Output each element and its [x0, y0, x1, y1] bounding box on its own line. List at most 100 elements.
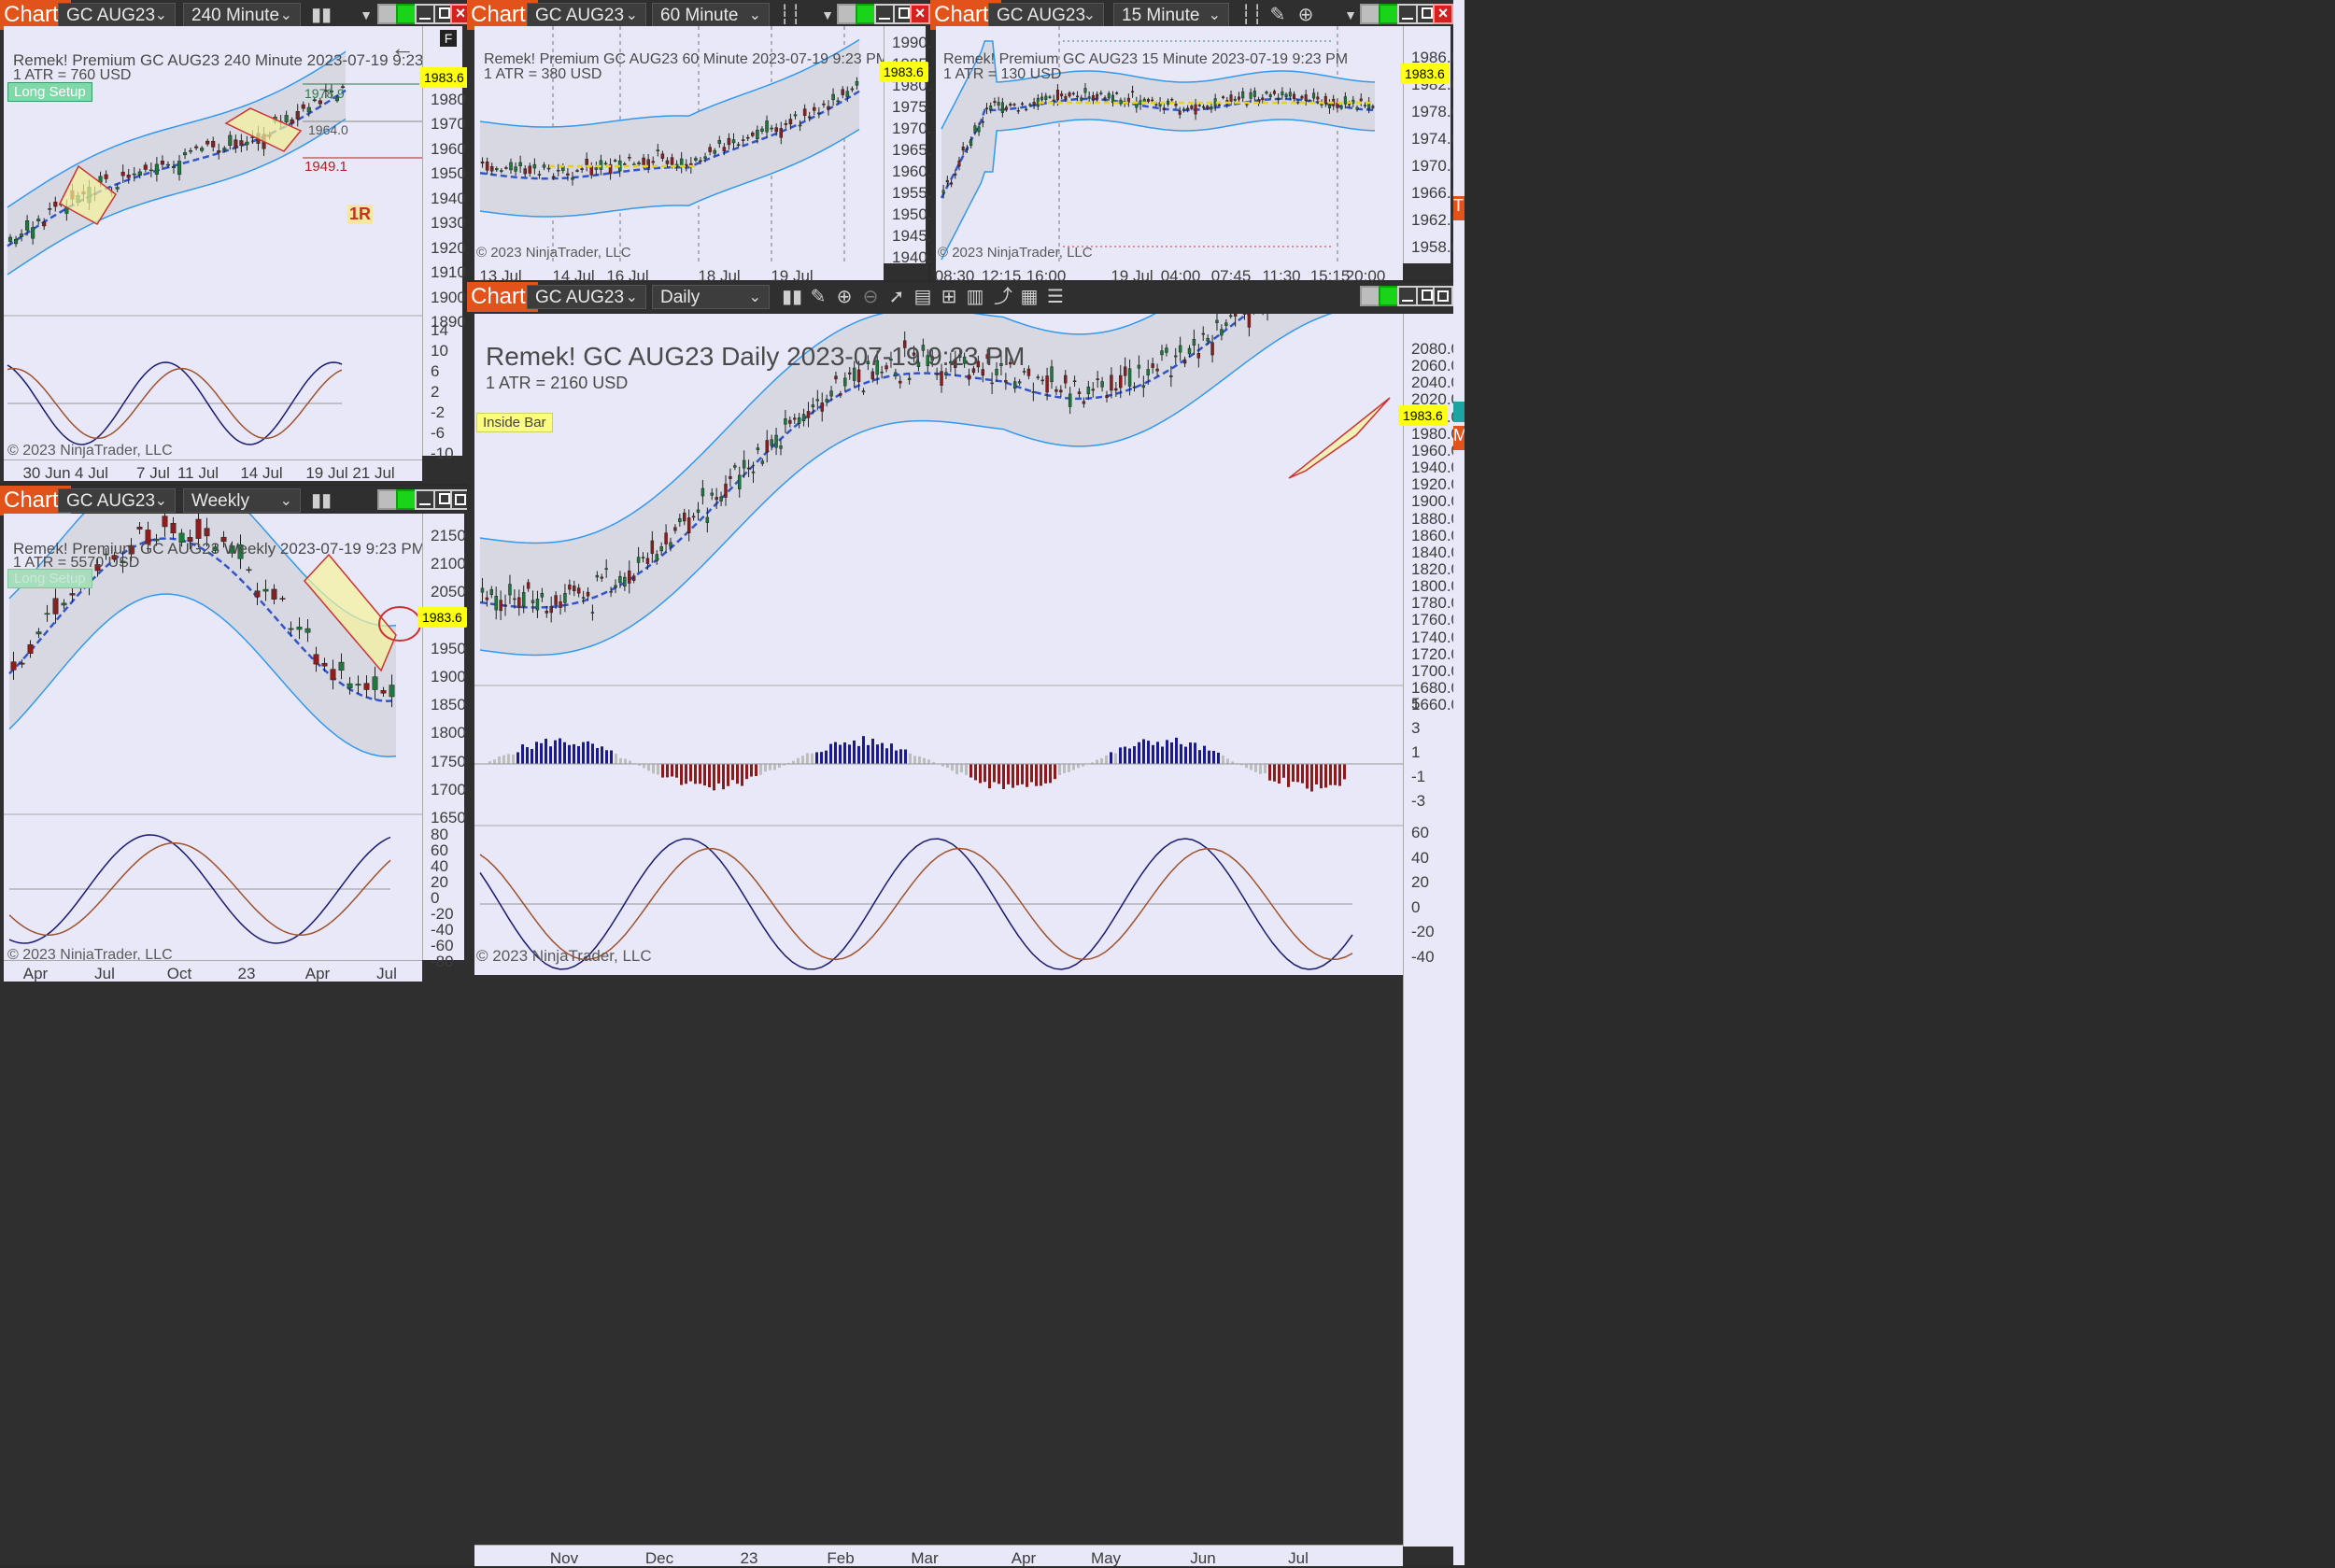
- partial-tab-t[interactable]: T: [1453, 196, 1465, 220]
- candle: [742, 140, 744, 141]
- maximize-button[interactable]: [1433, 286, 1453, 306]
- candle: [1216, 320, 1219, 323]
- minimize-button[interactable]: [415, 4, 435, 24]
- price-axis[interactable]: 2150.02100.02050.02000.01950.01900.01850…: [422, 514, 464, 960]
- minimize-button[interactable]: [1397, 4, 1418, 24]
- candle: [718, 140, 721, 143]
- bar-style-icon[interactable]: ▮▮: [781, 286, 803, 308]
- instrument-selector[interactable]: GC AUG23⌄: [527, 3, 646, 27]
- partial-tab-m[interactable]: M: [1453, 426, 1465, 450]
- osc-tick-label: 10: [431, 342, 448, 360]
- interval-selector[interactable]: 240 Minute⌄: [183, 3, 301, 27]
- zoom-out-icon[interactable]: ⊖: [859, 286, 882, 308]
- bar-style-icon[interactable]: ▮▮: [310, 489, 333, 512]
- candle: [1068, 92, 1071, 95]
- interval-selector[interactable]: 60 Minute⌄: [652, 3, 770, 27]
- candle: [1266, 92, 1268, 93]
- link-grey-button[interactable]: [377, 4, 398, 24]
- back-arrow-icon[interactable]: ←: [390, 34, 415, 63]
- instrument-selector[interactable]: GC AUG23⌄: [527, 285, 646, 309]
- bar-style-icon[interactable]: ┆┆: [1240, 4, 1263, 26]
- link-grey-button[interactable]: [1360, 4, 1380, 24]
- candle: [70, 593, 75, 595]
- calculator-icon[interactable]: ▦: [1018, 286, 1040, 308]
- candle: [994, 101, 997, 103]
- candle: [571, 177, 573, 179]
- trend-icon[interactable]: ⤴: [992, 286, 1014, 308]
- price-axis[interactable]: 1990.01985.01980.01975.01970.01965.01960…: [884, 26, 926, 263]
- histogram-bar: [1156, 742, 1159, 764]
- link-green-button[interactable]: [396, 489, 417, 510]
- link-green-button[interactable]: [396, 4, 417, 24]
- histogram-bar: [708, 764, 711, 787]
- minimize-button[interactable]: [1397, 286, 1418, 306]
- close-button[interactable]: ×: [910, 4, 930, 24]
- minimize-button[interactable]: [415, 489, 435, 510]
- histogram-bar: [1161, 747, 1164, 764]
- x-tick-label: 30 Jun: [22, 464, 70, 483]
- osc-tick-label: -6: [431, 424, 445, 443]
- pencil-icon[interactable]: ✎: [807, 286, 829, 308]
- candle: [285, 115, 289, 121]
- indicator-icon[interactable]: ▥: [964, 286, 986, 308]
- chevron-down-icon[interactable]: ▼: [355, 4, 377, 26]
- instrument-selector[interactable]: GC AUG23⌄: [58, 3, 176, 27]
- histogram-bar: [1072, 764, 1075, 770]
- pointer-icon[interactable]: ➚: [885, 286, 908, 308]
- strategy-icon[interactable]: ⊞: [938, 286, 960, 308]
- bar-style-icon[interactable]: ▮▮: [310, 4, 333, 26]
- chart-canvas[interactable]: Remek! Premium GC AUG23 15 Minute 2023-0…: [936, 26, 1403, 263]
- candle: [1110, 375, 1112, 390]
- f-button[interactable]: F: [440, 30, 457, 47]
- zoom-in-icon[interactable]: ⊕: [833, 286, 856, 308]
- link-grey-button[interactable]: [837, 4, 857, 24]
- candle: [709, 148, 712, 152]
- minimize-button[interactable]: [874, 4, 895, 24]
- histogram-bar: [549, 746, 552, 764]
- candle: [1269, 94, 1272, 96]
- link-grey-button[interactable]: [377, 489, 398, 510]
- candle: [508, 585, 511, 595]
- histogram-bar: [731, 764, 734, 780]
- properties-icon[interactable]: ▤: [912, 286, 934, 308]
- interval-selector[interactable]: 15 Minute⌄: [1113, 3, 1229, 27]
- link-green-button[interactable]: [1379, 4, 1399, 24]
- bar-style-icon[interactable]: ┆┆: [779, 4, 801, 26]
- candle: [53, 599, 58, 614]
- chart-canvas[interactable]: Remek! Premium GC AUG23 240 Minute 2023-…: [4, 26, 422, 480]
- candle: [670, 543, 672, 546]
- link-grey-button[interactable]: [1360, 286, 1380, 306]
- candle: [495, 168, 498, 169]
- price-axis[interactable]: F 1990.01980.01970.01960.01950.01940.019…: [422, 26, 462, 456]
- histogram-bar: [1212, 751, 1215, 764]
- zoom-in-icon[interactable]: ⊕: [1295, 4, 1317, 26]
- histogram-bar: [876, 744, 879, 764]
- histogram-bar: [839, 745, 842, 764]
- interval-selector[interactable]: Daily⌄: [652, 285, 770, 309]
- instrument-selector[interactable]: GC AUG23⌄: [58, 488, 176, 513]
- histogram-bar: [1016, 764, 1019, 785]
- link-green-button[interactable]: [1379, 286, 1399, 306]
- chevron-down-icon[interactable]: ▼: [816, 4, 839, 26]
- candle: [1301, 96, 1304, 98]
- chart-canvas[interactable]: Remek! Premium GC AUG23 Weekly 2023-07-1…: [4, 514, 422, 979]
- instrument-selector[interactable]: GC AUG23⌄: [988, 3, 1104, 27]
- close-button[interactable]: ×: [1433, 4, 1453, 24]
- link-green-button[interactable]: [856, 4, 876, 24]
- list-icon[interactable]: ☰: [1044, 286, 1067, 308]
- chart-canvas[interactable]: Remek! GC AUG23 Daily 2023-07-19 9:23 PM…: [474, 314, 1403, 975]
- chevron-down-icon[interactable]: ▼: [1339, 4, 1362, 26]
- candle: [1218, 105, 1221, 106]
- candle: [240, 141, 244, 146]
- candle: [623, 577, 626, 586]
- interval-selector[interactable]: Weekly⌄: [183, 488, 301, 513]
- chart-canvas[interactable]: Remek! Premium GC AUG23 60 Minute 2023-0…: [474, 26, 884, 263]
- pencil-icon[interactable]: ✎: [1267, 4, 1289, 26]
- price-axis[interactable]: 2080.02060.02040.02020.02000.01980.01960…: [1403, 314, 1454, 1547]
